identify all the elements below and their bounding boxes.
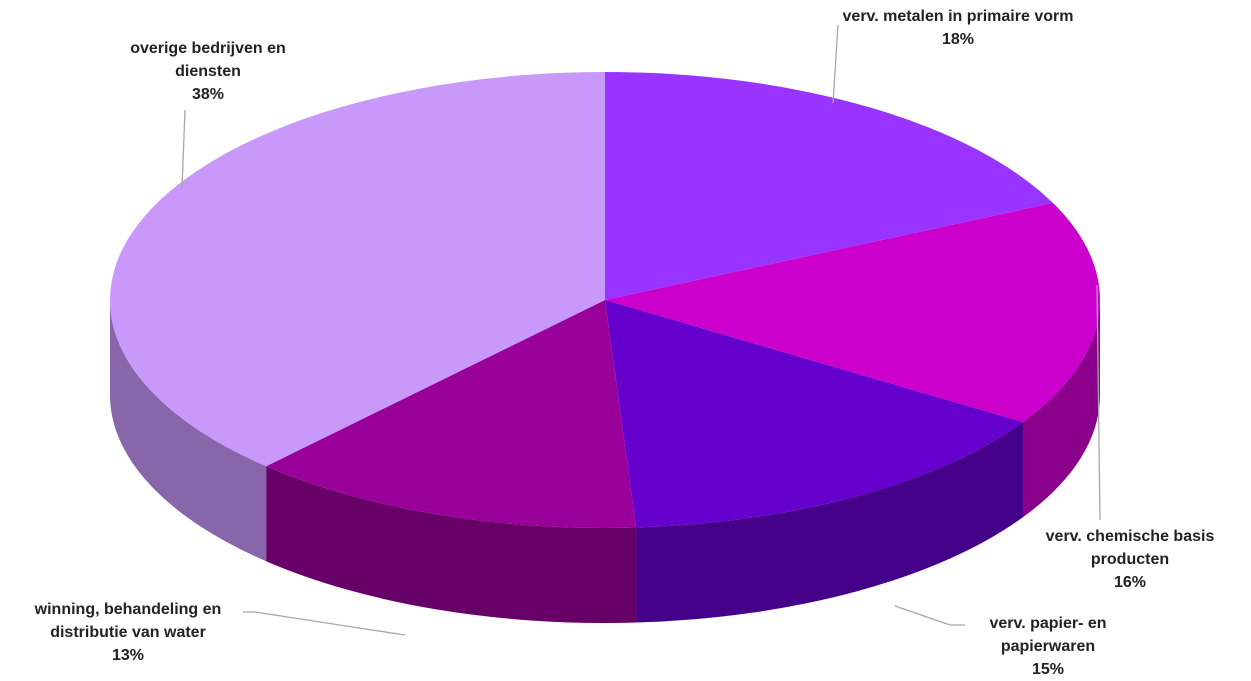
leader-line xyxy=(181,109,186,189)
leader-line xyxy=(832,24,839,104)
value-label: 13% xyxy=(111,647,145,664)
sides xyxy=(110,300,1100,623)
slice xyxy=(266,300,637,528)
slice-side-shade xyxy=(266,466,637,623)
value-label: 18% xyxy=(941,31,975,48)
slice-side xyxy=(636,422,1023,623)
slice-side-shade xyxy=(110,300,267,562)
slice xyxy=(605,300,1023,528)
category-label: overige bedrijven en diensten xyxy=(130,40,286,80)
leader-line xyxy=(1096,284,1101,521)
slice xyxy=(110,72,605,467)
slice-label: winning, behandeling en distributie van … xyxy=(0,598,258,667)
slice xyxy=(605,72,1053,300)
slice-side xyxy=(110,300,267,562)
slice-label: overige bedrijven en diensten 38% xyxy=(98,37,318,106)
value-label: 38% xyxy=(191,86,225,103)
value-label: 16% xyxy=(1113,574,1147,591)
category-label: verv. metalen in primaire vorm xyxy=(842,8,1074,25)
slice-side-shade xyxy=(1022,300,1100,518)
leader-line xyxy=(243,611,406,636)
slice-side xyxy=(1022,300,1100,518)
slice-label: verv. metalen in primaire vorm 18% xyxy=(828,5,1088,51)
category-label: winning, behandeling en distributie van … xyxy=(34,601,222,641)
leader-line xyxy=(894,605,965,626)
value-label: 15% xyxy=(1031,661,1065,678)
slice-side xyxy=(266,466,637,623)
category-label: verv. chemische basis producten xyxy=(1045,528,1215,568)
slice-side-shade xyxy=(636,422,1023,623)
category-label: verv. papier- en papierwaren xyxy=(989,615,1107,655)
tops xyxy=(110,72,1100,528)
slice xyxy=(605,202,1100,423)
slice-label: verv. papier- en papierwaren 15% xyxy=(948,612,1148,681)
slice-label: verv. chemische basis producten 16% xyxy=(1015,525,1245,594)
